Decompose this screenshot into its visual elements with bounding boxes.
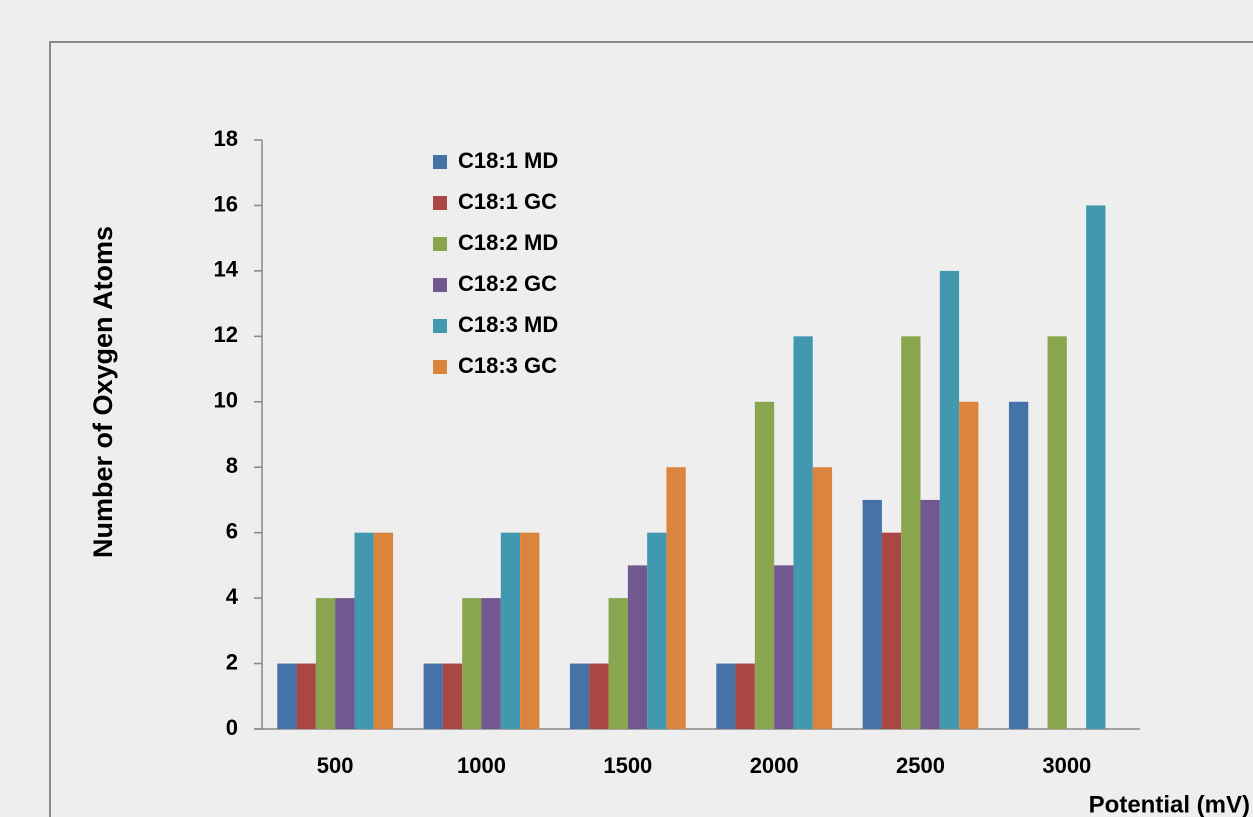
bar bbox=[881, 532, 902, 729]
bar bbox=[901, 336, 921, 729]
bar bbox=[647, 532, 667, 729]
bar bbox=[812, 467, 833, 729]
legend-swatch bbox=[433, 237, 447, 251]
legend-label: C18:1 GC bbox=[458, 189, 557, 214]
bar bbox=[520, 532, 540, 729]
legend-swatch bbox=[433, 155, 447, 169]
y-tick-label: 4 bbox=[226, 584, 239, 609]
bar bbox=[735, 663, 755, 729]
legend-label: C18:1 MD bbox=[458, 148, 558, 173]
legend-swatch bbox=[433, 278, 447, 292]
bar bbox=[862, 499, 882, 729]
x-tick-label: 2500 bbox=[896, 753, 945, 778]
bar bbox=[716, 663, 736, 729]
bar bbox=[335, 598, 355, 729]
y-tick-label: 14 bbox=[214, 257, 239, 282]
y-tick-label: 2 bbox=[226, 649, 238, 674]
bar bbox=[754, 401, 775, 729]
bar bbox=[1008, 401, 1029, 729]
bar bbox=[354, 532, 374, 729]
bar bbox=[589, 663, 609, 729]
legend-label: C18:2 MD bbox=[458, 230, 558, 255]
y-axis-label: Number of Oxygen Atoms bbox=[88, 226, 118, 558]
x-tick-label: 1000 bbox=[457, 753, 506, 778]
bar bbox=[442, 663, 463, 729]
bar bbox=[920, 499, 940, 729]
legend-label: C18:3 MD bbox=[458, 312, 558, 337]
bar bbox=[774, 565, 794, 729]
x-tick-label: 3000 bbox=[1042, 753, 1091, 778]
bar bbox=[500, 532, 521, 729]
x-tick-label: 2000 bbox=[750, 753, 799, 778]
bar bbox=[608, 598, 628, 729]
bar bbox=[959, 401, 979, 729]
bar bbox=[666, 467, 686, 729]
x-tick-label: 1500 bbox=[603, 753, 652, 778]
x-tick-label: 500 bbox=[317, 753, 354, 778]
y-tick-label: 12 bbox=[214, 322, 238, 347]
legend-label: C18:2 GC bbox=[458, 271, 557, 296]
legend-swatch bbox=[433, 319, 447, 333]
bar bbox=[296, 663, 316, 729]
legend-swatch bbox=[433, 360, 447, 374]
y-tick-label: 8 bbox=[226, 453, 238, 478]
bar bbox=[793, 336, 813, 729]
bar bbox=[277, 663, 297, 729]
bar bbox=[423, 663, 443, 729]
legend-label: C18:3 GC bbox=[458, 353, 557, 378]
y-tick-label: 10 bbox=[214, 388, 238, 413]
y-tick-label: 18 bbox=[214, 126, 238, 151]
bar bbox=[569, 663, 590, 729]
bar bbox=[1047, 336, 1067, 729]
bar bbox=[315, 598, 336, 729]
bar bbox=[373, 532, 394, 729]
bar bbox=[481, 598, 501, 729]
y-tick-label: 16 bbox=[214, 191, 238, 216]
y-tick-label: 6 bbox=[226, 518, 238, 543]
y-tick-label: 0 bbox=[226, 715, 238, 740]
bar bbox=[627, 565, 648, 729]
x-axis-label: Potential (mV) bbox=[1089, 791, 1250, 817]
bar bbox=[462, 598, 482, 729]
bar bbox=[939, 270, 960, 729]
bar bbox=[1086, 205, 1106, 729]
legend-swatch bbox=[433, 196, 447, 210]
